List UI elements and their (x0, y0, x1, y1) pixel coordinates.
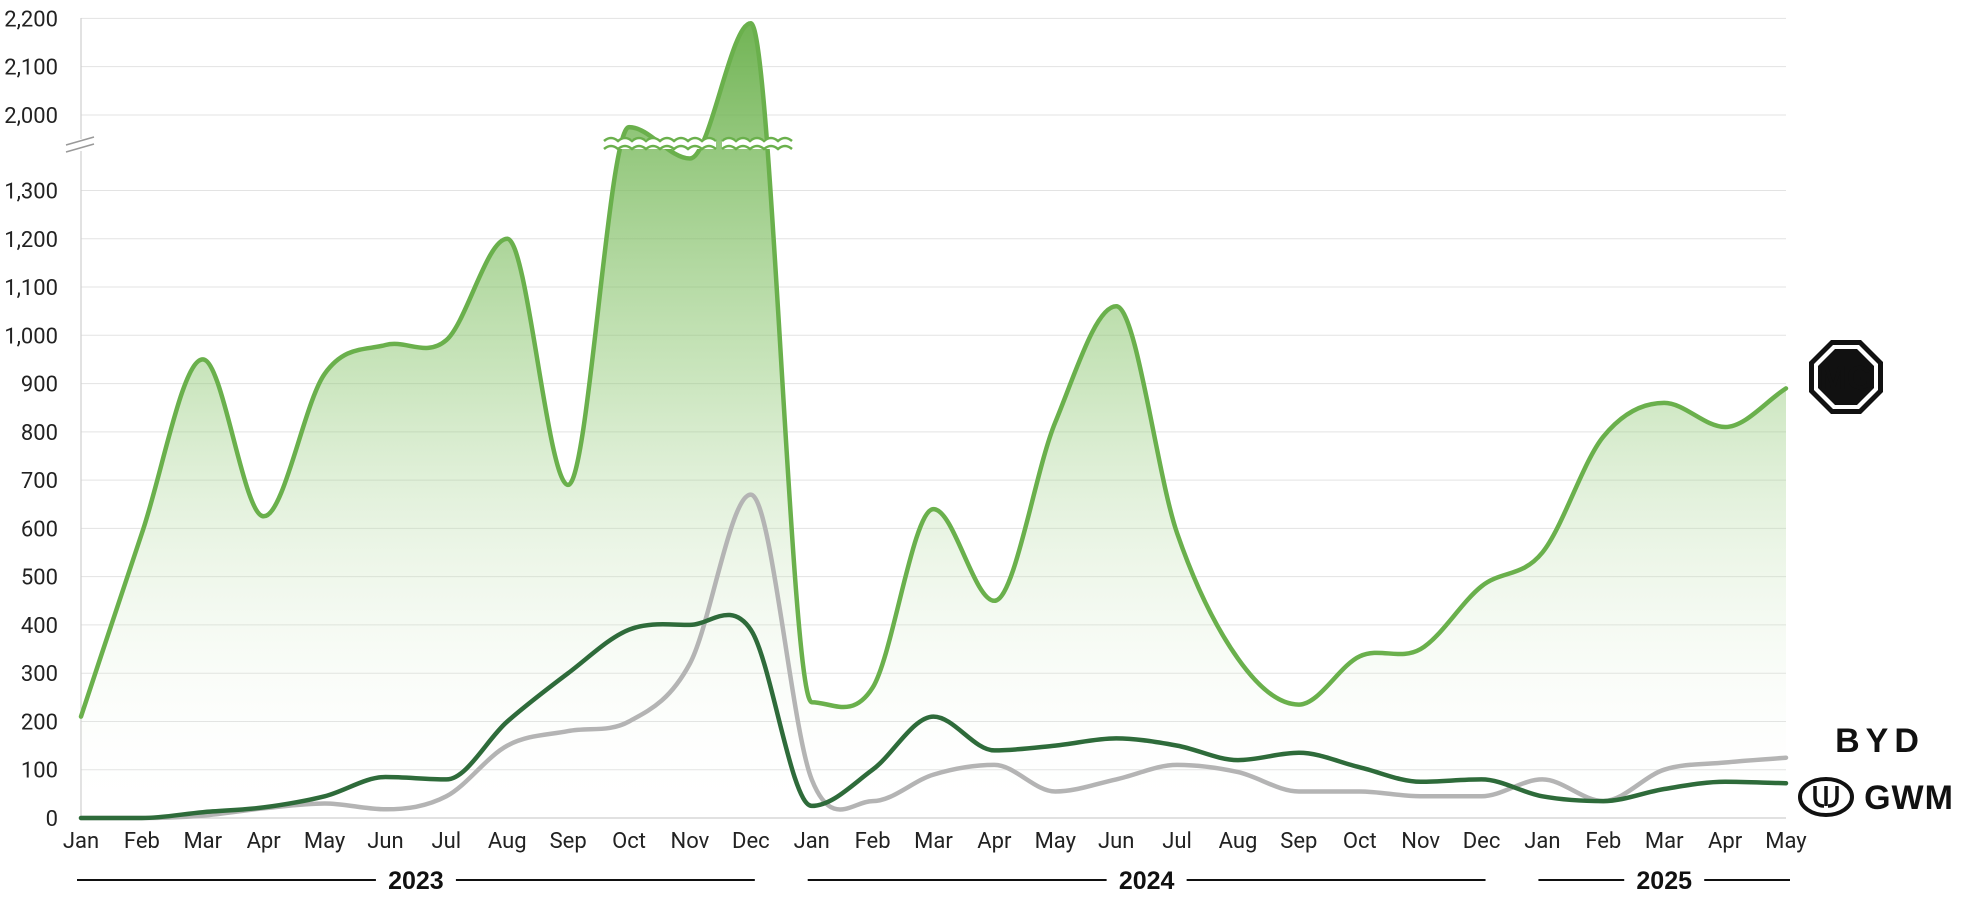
mg-logo-text: MG (1819, 359, 1872, 396)
x-tick-label: Feb (124, 829, 160, 854)
y-tick-label: 1,000 (4, 324, 58, 349)
series-break-mark (721, 144, 793, 151)
x-tick-label: Nov (671, 829, 710, 854)
x-tick-label: Sep (550, 829, 587, 854)
axis-break-gap (62, 139, 102, 151)
y-tick-label: 0 (46, 807, 58, 832)
y-tick-label: 200 (21, 710, 58, 735)
line-layer (78, 20, 1789, 821)
byd-series-line (78, 492, 1789, 821)
mg-series-line (78, 20, 1789, 719)
axis-break-mark (65, 143, 95, 153)
year-label: 2024 (1119, 867, 1175, 895)
mg-area (81, 23, 1786, 818)
y-tick-label: 800 (21, 421, 58, 446)
y-tick-label: 900 (21, 373, 58, 398)
x-tick-label: Apr (247, 829, 282, 854)
area-layer (81, 23, 1786, 818)
year-axis: 2023 2024 2025 (77, 867, 1790, 895)
x-tick-label: Apr (977, 829, 1012, 854)
gwm-logo-text: GWM (1864, 779, 1954, 817)
y-tick-label: 2,000 (4, 104, 58, 129)
x-tick-label: Jun (1098, 829, 1134, 854)
x-tick-label: Nov (1401, 829, 1440, 854)
year-label: 2025 (1636, 867, 1692, 895)
x-tick-label: Feb (855, 829, 891, 854)
x-tick-label: Jan (63, 829, 99, 854)
x-tick-label: Mar (1645, 829, 1684, 854)
x-tick-label: Sep (1280, 829, 1317, 854)
series-break-gap (722, 139, 781, 149)
x-tick-label: Oct (612, 829, 646, 854)
x-tick-label: Apr (1708, 829, 1743, 854)
x-tick-label: Jun (367, 829, 403, 854)
y-tick-label: 500 (21, 566, 58, 591)
gwm-series-line (78, 612, 1789, 821)
x-tick-label: Aug (488, 829, 527, 854)
x-tick-label: May (1765, 829, 1807, 854)
mg-logo: MG (1809, 340, 1883, 414)
x-tick-label: Aug (1219, 829, 1258, 854)
series-break-mark (603, 136, 717, 143)
gwm-logo: GWM (1798, 777, 1954, 817)
x-axis: Jan Feb Mar Apr May Jun Jul Aug Sep Oct Nov Dec Jan F… (63, 829, 1807, 854)
y-axis: 0 100 200 300 400 500 600 700 800 900 1,000 1,100 1,… (4, 7, 58, 832)
y-tick-label: 2,100 (4, 56, 58, 81)
axis-break-mark (65, 136, 95, 146)
x-tick-label: Jul (432, 829, 462, 854)
x-tick-label: Jan (794, 829, 830, 854)
x-tick-label: Jan (1524, 829, 1560, 854)
y-tick-label: 600 (21, 517, 58, 542)
x-tick-label: Feb (1585, 829, 1621, 854)
x-tick-label: May (1035, 829, 1077, 854)
byd-logo: BYD (1835, 722, 1925, 760)
y-tick-label: 300 (21, 662, 58, 687)
series-break-mark (721, 136, 793, 143)
y-tick-label: 400 (21, 614, 58, 639)
x-tick-label: Dec (732, 829, 770, 854)
x-tick-label: May (304, 829, 346, 854)
series-break-gap (604, 139, 716, 149)
axis-break (62, 136, 793, 153)
y-tick-label: 700 (21, 469, 58, 494)
x-tick-label: Mar (183, 829, 222, 854)
x-tick-label: Mar (914, 829, 953, 854)
year-label: 2023 (388, 867, 444, 895)
x-tick-label: Dec (1463, 829, 1501, 854)
y-tick-label: 1,200 (4, 228, 58, 253)
x-tick-label: Oct (1343, 829, 1377, 854)
y-tick-label: 1,100 (4, 276, 58, 301)
series-break-mark (603, 144, 717, 151)
y-tick-label: 2,200 (4, 7, 58, 32)
y-tick-label: 100 (21, 759, 58, 784)
y-tick-label: 1,300 (4, 179, 58, 204)
x-tick-label: Jul (1162, 829, 1192, 854)
